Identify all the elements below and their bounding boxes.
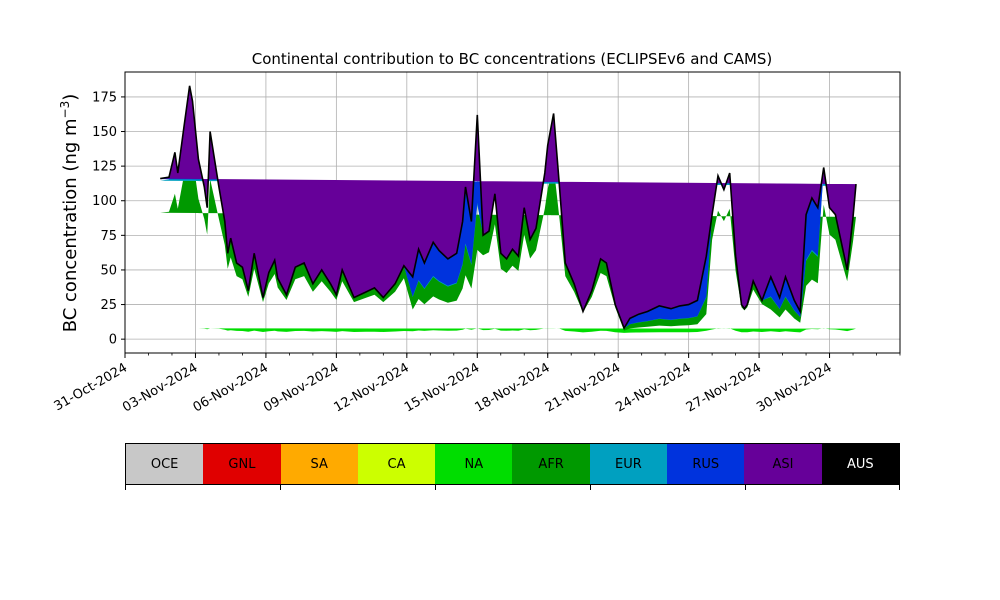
legend-tick [280,485,281,490]
y-tick-label: 0 [109,333,117,348]
legend-oce: OCE [126,444,204,484]
y-tick-label: 125 [92,160,117,175]
legend-tick [435,485,436,490]
area-layers [160,85,857,333]
chart-title: Continental contribution to BC concentra… [252,50,773,68]
legend-aus: AUS [821,444,899,484]
x-tick-label: 31-Oct-2024 [52,360,130,414]
stacked-area-chart: Continental contribution to BC concentra… [52,50,901,415]
area-na [160,328,856,333]
y-tick-label: 75 [100,229,117,244]
region-colorbar-legend: OCE GNL SA CA NA AFR EUR RUS ASI AUS [125,443,900,485]
y-tick-label: 100 [92,194,117,209]
y-tick-label: 50 [100,263,117,278]
x-tick-label: 03-Nov-2024 [120,360,200,415]
legend-tick [590,485,591,490]
x-tick-label: 21-Nov-2024 [543,360,623,415]
y-tick-label: 25 [100,298,117,313]
legend-tick [745,485,746,490]
area-asi [160,85,856,329]
plot-frame [124,71,901,354]
x-tick-label: 24-Nov-2024 [613,360,693,415]
legend-na: NA [435,444,513,484]
y-tick-label: 150 [92,125,117,140]
y-axis-label: BC concentration (ng m−3) [58,94,81,333]
x-tick-label: 12-Nov-2024 [332,360,412,415]
legend-ca: CA [357,444,436,484]
legend-sa: SA [280,444,358,484]
x-tick-label: 27-Nov-2024 [684,360,764,415]
legend-tick [899,485,900,490]
legend-eur: EUR [589,444,668,484]
legend-gnl: GNL [203,444,281,484]
x-tick-label: 30-Nov-2024 [754,360,834,415]
legend-rus: RUS [667,444,745,484]
x-tick-label: 09-Nov-2024 [261,360,341,415]
legend-tick [125,485,126,490]
x-tick-label: 18-Nov-2024 [472,360,552,415]
y-tick-label: 175 [92,90,117,105]
legend-afr: AFR [512,444,590,484]
x-tick-label: 15-Nov-2024 [402,360,482,415]
total-outline [160,85,857,330]
x-tick-label: 06-Nov-2024 [191,360,271,415]
legend-asi: ASI [744,444,822,484]
